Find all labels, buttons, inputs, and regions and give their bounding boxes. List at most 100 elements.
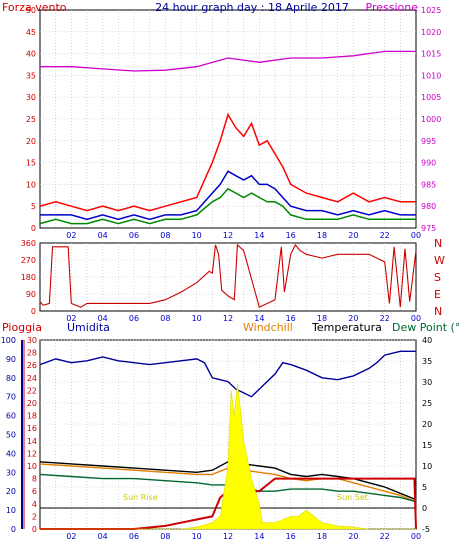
x-tick-label: 02 bbox=[66, 532, 76, 541]
x-tick-label: 16 bbox=[286, 231, 296, 240]
x-tick-label: 08 bbox=[160, 532, 170, 541]
x-tick-label: 14 bbox=[254, 532, 264, 541]
y2-tick-label: 990 bbox=[421, 159, 436, 168]
x-tick-label: 14 bbox=[254, 314, 264, 323]
y-tick-label: 90 bbox=[26, 290, 36, 299]
humidity-tick-label: 30 bbox=[6, 468, 16, 477]
humidity-tick-label: 100 bbox=[1, 336, 16, 345]
wind-pressure-panel bbox=[39, 9, 417, 229]
y2-tick-label: 1020 bbox=[421, 28, 441, 37]
chart-title: 24 hour graph day : 18 Aprile 2017 bbox=[155, 1, 349, 14]
y-right-tick-label: 20 bbox=[422, 420, 432, 429]
rain-tick-label: 4 bbox=[32, 500, 37, 509]
y-tick-label: 180 bbox=[21, 273, 36, 282]
windchill-label: Windchill bbox=[243, 321, 293, 334]
x-tick-label: 10 bbox=[192, 231, 202, 240]
y2-tick-label: 985 bbox=[421, 180, 436, 189]
x-tick-label: 00 bbox=[411, 532, 421, 541]
series-line bbox=[39, 112, 416, 212]
series-line bbox=[39, 463, 417, 503]
x-tick-label: 22 bbox=[380, 314, 390, 323]
rain-tick-label: 18 bbox=[27, 412, 37, 421]
sunset-label: Sun Set bbox=[337, 493, 368, 502]
grid-top bbox=[40, 10, 416, 228]
x-tick-label: 16 bbox=[286, 532, 296, 541]
y-tick-label: 15 bbox=[26, 159, 36, 168]
series-bottom bbox=[39, 350, 417, 530]
x-tick-label: 06 bbox=[129, 314, 139, 323]
series-line bbox=[40, 50, 416, 72]
dew-point-label: Dew Point (°C bbox=[392, 321, 459, 334]
humidity-tick-label: 40 bbox=[6, 449, 16, 458]
x-tick-label: 20 bbox=[348, 532, 358, 541]
wind-speed-label: Forza vento bbox=[2, 1, 67, 14]
x-tick-label: 22 bbox=[380, 532, 390, 541]
rain-tick-label: 8 bbox=[32, 475, 37, 484]
humidity-tick-label: 0 bbox=[11, 525, 16, 534]
y-tick-label: 35 bbox=[26, 71, 36, 80]
y2-tick-label: 1005 bbox=[421, 93, 441, 102]
rain-tick-label: 10 bbox=[27, 462, 37, 471]
rain-tick-label: 12 bbox=[27, 449, 37, 458]
y2-tick-label: 1000 bbox=[421, 115, 441, 124]
rain-tick-label: 26 bbox=[27, 361, 37, 370]
series-line bbox=[39, 473, 417, 503]
axis-ticks: 02 04 06 08 10 12 14 16 18 20 22 000510152025303540… bbox=[1, 6, 445, 541]
x-tick-label: 00 bbox=[411, 231, 421, 240]
series-top bbox=[39, 50, 416, 225]
series-line bbox=[39, 243, 417, 308]
temperature-label: Temperatura bbox=[311, 321, 382, 334]
x-tick-label: 02 bbox=[66, 231, 76, 240]
rain-tick-label: 28 bbox=[27, 349, 37, 358]
y-tick-label: 25 bbox=[26, 115, 36, 124]
rain-tick-label: 16 bbox=[27, 424, 37, 433]
x-tick-label: 20 bbox=[348, 314, 358, 323]
y-right-tick-label: 5 bbox=[422, 483, 427, 492]
x-tick-label: 06 bbox=[129, 532, 139, 541]
y-tick-label: 270 bbox=[21, 256, 36, 265]
x-tick-label: 02 bbox=[66, 314, 76, 323]
y-right-tick-label: 30 bbox=[422, 378, 432, 387]
x-tick-label: 18 bbox=[317, 532, 327, 541]
humidity-tick-label: 50 bbox=[6, 431, 16, 440]
x-tick-label: 12 bbox=[223, 532, 233, 541]
series-line bbox=[40, 170, 416, 221]
y-tick-label: 50 bbox=[26, 6, 36, 15]
y-tick-label: 45 bbox=[26, 28, 36, 37]
x-tick-label: 10 bbox=[192, 532, 202, 541]
x-tick-label: 20 bbox=[348, 231, 358, 240]
y2-tick-label: 975 bbox=[421, 224, 436, 233]
compass-label: W bbox=[434, 254, 445, 267]
rain-label: Pioggia bbox=[2, 321, 42, 334]
y-tick-label: 360 bbox=[21, 239, 36, 248]
y-tick-label: 5 bbox=[31, 202, 36, 211]
humidity-tick-label: 80 bbox=[6, 374, 16, 383]
humidity-tick-label: 60 bbox=[6, 412, 16, 421]
x-tick-label: 04 bbox=[98, 532, 108, 541]
rain-tick-label: 14 bbox=[27, 437, 37, 446]
y2-tick-label: 980 bbox=[421, 202, 436, 211]
y-tick-label: 20 bbox=[26, 137, 36, 146]
humidity-tick-label: 20 bbox=[6, 487, 16, 496]
humidity-tick-label: 70 bbox=[6, 393, 16, 402]
series-line bbox=[39, 187, 416, 225]
humidity-label: Umidita bbox=[67, 321, 110, 334]
x-tick-label: 18 bbox=[317, 231, 327, 240]
y-right-tick-label: 0 bbox=[422, 504, 427, 513]
rain-tick-label: 6 bbox=[32, 487, 37, 496]
y-tick-label: 10 bbox=[26, 180, 36, 189]
rain-tick-label: 2 bbox=[32, 512, 37, 521]
rain-tick-label: 30 bbox=[27, 336, 37, 345]
series-line bbox=[39, 461, 417, 501]
compass-label: N bbox=[434, 237, 442, 250]
grid-middle bbox=[40, 243, 416, 311]
x-tick-label: 16 bbox=[286, 314, 296, 323]
compass-label: S bbox=[434, 271, 441, 284]
pressure-label: Pressione bbox=[366, 1, 419, 14]
y-tick-label: 0 bbox=[31, 224, 36, 233]
y2-tick-label: 995 bbox=[421, 137, 436, 146]
y-right-tick-label: -5 bbox=[422, 525, 430, 534]
x-tick-label: 04 bbox=[98, 231, 108, 240]
rain-tick-label: 20 bbox=[27, 399, 37, 408]
